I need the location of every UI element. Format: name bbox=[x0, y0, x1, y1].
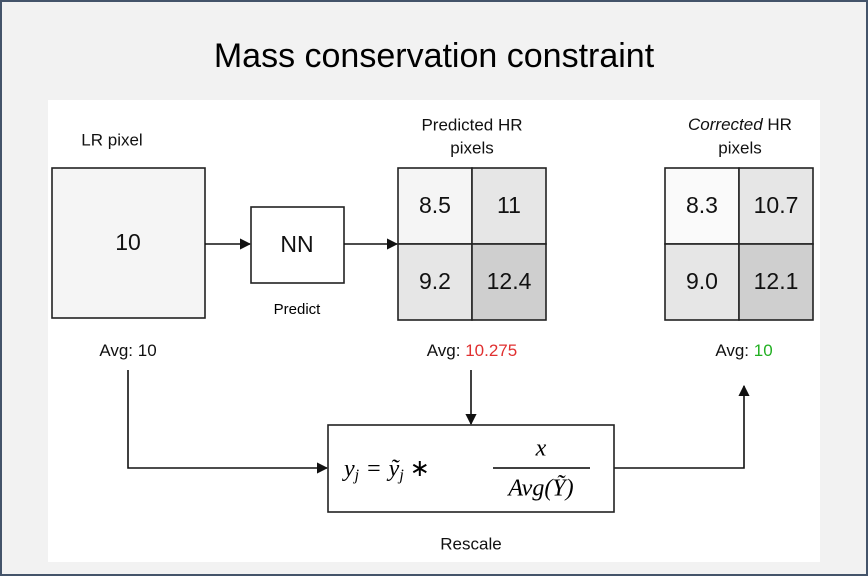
predicted-avg: Avg: 10.275 bbox=[427, 341, 517, 360]
cell-value: 11 bbox=[497, 192, 521, 218]
title: Mass conservation constraint bbox=[214, 37, 655, 75]
predicted-label: Predicted HR bbox=[421, 115, 522, 134]
denominator: Avg(Ỹ) bbox=[506, 476, 573, 502]
symbol: y bbox=[342, 456, 355, 482]
label-rest: HR bbox=[763, 115, 792, 134]
cell-value: 8.5 bbox=[419, 192, 451, 218]
avg-label: Avg: bbox=[427, 341, 461, 360]
cell-value: 12.4 bbox=[487, 268, 532, 294]
avg-value: 10 bbox=[754, 341, 773, 360]
cell-value: 8.3 bbox=[686, 192, 718, 218]
nn-box bbox=[250, 206, 345, 284]
predicted-label: pixels bbox=[450, 138, 493, 157]
avg-label: Avg: bbox=[715, 341, 749, 360]
lr-box bbox=[51, 167, 206, 319]
cell-value: 9.2 bbox=[419, 268, 451, 294]
label-italic: Corrected bbox=[688, 115, 763, 134]
lr-label: LR pixel bbox=[81, 130, 142, 149]
times: ∗ bbox=[410, 456, 430, 482]
nn-label: NN bbox=[280, 231, 313, 257]
cell bbox=[471, 167, 547, 245]
subscript: j bbox=[353, 467, 360, 484]
corrected-avg: Avg: 10 bbox=[715, 341, 772, 360]
subscript: j bbox=[397, 467, 404, 484]
lr-value: 10 bbox=[115, 229, 141, 255]
lr-avg: Avg: 10 bbox=[99, 341, 156, 360]
avg-value: 10.275 bbox=[465, 341, 517, 360]
arrow bbox=[614, 384, 750, 469]
cell-value: 10.7 bbox=[754, 192, 799, 218]
cell bbox=[471, 243, 547, 321]
cell bbox=[738, 243, 814, 321]
corrected-label: Corrected HR bbox=[688, 115, 792, 134]
arrow bbox=[127, 370, 329, 474]
symbol: ỹ bbox=[387, 456, 401, 482]
cell-value: 9.0 bbox=[686, 268, 718, 294]
numerator: x bbox=[535, 436, 547, 462]
formula-caption: Rescale bbox=[440, 534, 501, 553]
avg-value: 10 bbox=[138, 341, 157, 360]
cell-value: 12.1 bbox=[754, 268, 799, 294]
formula-lhs: yj = ỹj ∗ bbox=[342, 456, 430, 484]
equals: = bbox=[367, 456, 381, 482]
corrected-label: pixels bbox=[718, 138, 761, 157]
nn-caption: Predict bbox=[274, 301, 322, 318]
avg-label: Avg: bbox=[99, 341, 133, 360]
cell bbox=[738, 167, 814, 245]
